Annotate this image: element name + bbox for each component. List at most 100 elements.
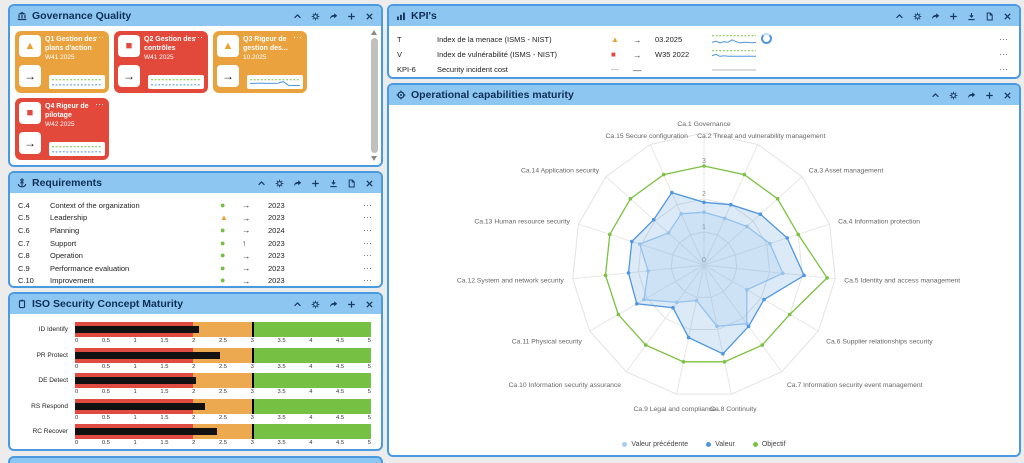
legend-label: Objectif: [761, 441, 786, 448]
panel-governance-quality: Governance Quality ▲ → Q1 Gestion des pl…: [8, 4, 383, 167]
arrow-right-icon: →: [123, 69, 135, 83]
card-drill-button[interactable]: →: [19, 65, 41, 87]
status-icon: ▲: [220, 212, 228, 222]
requirement-row[interactable]: C.5 Leadership ▲ → 2023 ⋯: [18, 212, 373, 225]
requirement-id: C.10: [18, 276, 34, 286]
share-icon[interactable]: [329, 12, 338, 21]
add-icon[interactable]: [949, 12, 958, 21]
row-menu-button[interactable]: ⋯: [363, 237, 373, 248]
requirement-row[interactable]: C.8 Operation ● → 2023 ⋯: [18, 249, 373, 262]
trend-icon: →: [242, 200, 251, 211]
share-icon[interactable]: [931, 12, 940, 21]
requirement-label: Context of the organization: [50, 200, 140, 210]
legend-item-current[interactable]: Valeur: [706, 441, 735, 448]
kpi-id: T: [397, 35, 402, 44]
card-sparkline-box: [49, 142, 105, 156]
scroll-thumb[interactable]: [370, 38, 378, 153]
settings-gear-icon[interactable]: [275, 179, 284, 188]
radar-axis-label: Ca.15 Secure configuration: [606, 133, 689, 140]
sparkline: [711, 48, 761, 62]
arrow-right-icon: →: [222, 69, 234, 83]
governance-card-q4[interactable]: ■ → Q4 Rigeur de pilotage W42 2025 ⋯: [15, 98, 109, 160]
scrollbar[interactable]: [369, 28, 379, 163]
scroll-up-button[interactable]: [371, 30, 377, 35]
card-menu-button[interactable]: ⋯: [95, 32, 105, 42]
add-icon[interactable]: [985, 91, 994, 100]
row-menu-button[interactable]: ⋯: [363, 250, 373, 261]
settings-gear-icon[interactable]: [311, 300, 320, 309]
download-icon[interactable]: [967, 12, 976, 21]
download-icon[interactable]: [329, 179, 338, 188]
close-icon[interactable]: [1003, 91, 1012, 100]
share-icon[interactable]: [967, 91, 976, 100]
collapse-icon[interactable]: [931, 91, 940, 100]
card-status-box: ■: [118, 35, 140, 57]
kpi-row[interactable]: T Index de la menace (ISMS - NIST) ▲ → 0…: [397, 32, 1009, 47]
status-square-icon: ■: [26, 106, 34, 119]
row-menu-button[interactable]: ⋯: [999, 64, 1009, 74]
document-icon[interactable]: [347, 179, 356, 188]
bullet-axis: 0 0.5 1 1.5 2 2.5 3 3.5 4 4.5 5: [75, 389, 371, 395]
row-menu-button[interactable]: ⋯: [363, 224, 373, 235]
share-icon[interactable]: [293, 179, 302, 188]
settings-gear-icon[interactable]: [949, 91, 958, 100]
sparkline: [249, 77, 301, 88]
legend-item-objective[interactable]: Objectif: [752, 441, 786, 448]
row-menu-button[interactable]: ⋯: [363, 275, 373, 286]
card-drill-button[interactable]: →: [19, 132, 41, 154]
requirement-row[interactable]: C.10 Improvement ● → 2023 ⋯: [18, 275, 373, 286]
panel-title: Operational capabilities maturity: [411, 89, 574, 101]
card-menu-button[interactable]: ⋯: [194, 32, 204, 42]
governance-card-q3[interactable]: ▲ → Q3 Rigeur de gestion des... 10.2025 …: [213, 31, 307, 93]
close-icon[interactable]: [1003, 12, 1012, 21]
governance-cards-area: ▲ → Q1 Gestion des plans d'action W41 20…: [10, 26, 381, 165]
partial-panel-header: [8, 456, 383, 463]
requirement-row[interactable]: C.6 Planning ● → 2024 ⋯: [18, 224, 373, 237]
trend-icon: →: [633, 34, 642, 45]
close-icon[interactable]: [365, 12, 374, 21]
requirement-id: C.6: [18, 225, 30, 235]
share-icon[interactable]: [329, 300, 338, 309]
collapse-icon[interactable]: [895, 12, 904, 21]
requirement-row[interactable]: C.9 Performance evaluation ● → 2023 ⋯: [18, 262, 373, 275]
row-menu-button[interactable]: ⋯: [363, 199, 373, 210]
radar-axis-label: Ca.12 System and network security: [457, 278, 565, 285]
close-icon[interactable]: [365, 179, 374, 188]
requirement-row[interactable]: C.4 Context of the organization ● → 2023 ⋯: [18, 199, 373, 212]
kpi-row[interactable]: KPI-6 Security incident cost — — ⋯: [397, 62, 1009, 77]
row-menu-button[interactable]: ⋯: [999, 49, 1009, 59]
collapse-icon[interactable]: [293, 300, 302, 309]
requirement-label: Improvement: [50, 276, 94, 286]
scroll-down-button[interactable]: [370, 156, 377, 161]
card-drill-button[interactable]: →: [217, 65, 239, 87]
add-icon[interactable]: [311, 179, 320, 188]
add-icon[interactable]: [347, 12, 356, 21]
requirement-row[interactable]: C.7 Support ● ↑ 2023 ⋯: [18, 237, 373, 250]
row-menu-button[interactable]: ⋯: [999, 34, 1009, 44]
bank-icon: [17, 11, 27, 21]
collapse-icon[interactable]: [257, 179, 266, 188]
kpi-list: T Index de la menace (ISMS - NIST) ▲ → 0…: [389, 26, 1019, 77]
row-menu-button[interactable]: ⋯: [363, 262, 373, 273]
bullet-chart-area: ID Identify 0 0.5 1 1.5 2 2.5 3 3.5 4 4.5 5 PR Prote…: [10, 314, 381, 446]
governance-card-q1[interactable]: ▲ → Q1 Gestion des plans d'action W41 20…: [15, 31, 109, 93]
requirement-year: 2023: [268, 238, 285, 248]
panel-operational-maturity: Operational capabilities maturity 0 1 2 3 Ca…: [387, 83, 1021, 457]
row-menu-button[interactable]: ⋯: [363, 212, 373, 223]
document-icon[interactable]: [985, 12, 994, 21]
panel-kpis: KPI's T Index de la menace (ISMS - NIST)…: [387, 4, 1021, 79]
close-icon[interactable]: [365, 300, 374, 309]
collapse-icon[interactable]: [293, 12, 302, 21]
add-icon[interactable]: [347, 300, 356, 309]
panel-requirements: Requirements C.4 Context of the organizat…: [8, 171, 383, 288]
settings-gear-icon[interactable]: [311, 12, 320, 21]
governance-card-q2[interactable]: ■ → Q2 Gestion des contrôles W41 2025 ⋯: [114, 31, 208, 93]
kpi-row[interactable]: V Index de vulnérabilité (ISMS - NIST) ■…: [397, 47, 1009, 62]
legend-item-previous[interactable]: Valeur précédente: [622, 441, 688, 448]
card-menu-button[interactable]: ⋯: [293, 32, 303, 42]
bullet-axis: 0 0.5 1 1.5 2 2.5 3 3.5 4 4.5 5: [75, 363, 371, 370]
card-menu-button[interactable]: ⋯: [95, 99, 105, 109]
status-icon: ●: [220, 262, 226, 273]
card-drill-button[interactable]: →: [118, 65, 140, 87]
settings-gear-icon[interactable]: [913, 12, 922, 21]
